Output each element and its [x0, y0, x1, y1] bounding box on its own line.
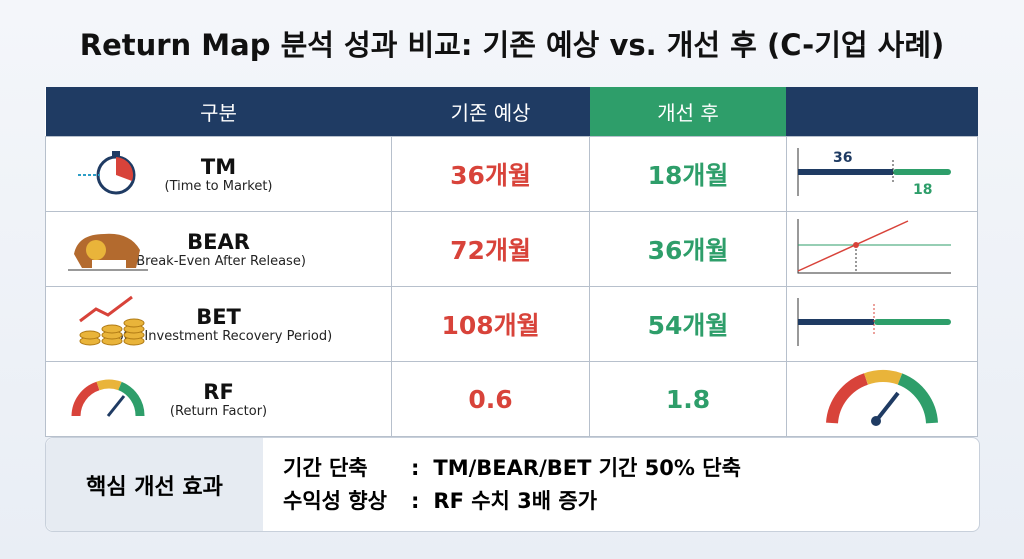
header: 기존 예상 — [391, 87, 590, 137]
row-desc: (Total Investment Recovery Period) — [104, 328, 333, 344]
summary-label: 핵심 개선 효과 — [46, 438, 263, 531]
before: 108개월 — [391, 286, 591, 362]
after: 1.8 — [589, 361, 787, 437]
separator: : — [411, 489, 420, 513]
before: 36개월 — [391, 136, 591, 212]
cell: TM (Time to Market) — [44, 136, 393, 212]
gauge — [825, 370, 938, 426]
item-label: 기간 단축 — [283, 456, 368, 480]
line-chart — [797, 219, 951, 274]
chart-label: 18 — [913, 182, 932, 198]
item-text: RF 수치 3배 증가 — [433, 489, 598, 513]
after: 36개월 — [589, 211, 787, 287]
title: Return Map 분석 성과 비교: 기존 예상 vs. 개선 후 (C-기… — [79, 28, 945, 62]
summary-item: 수익성 향상: RF 수치 3배 증가 — [283, 485, 741, 518]
row-desc: (Return Factor) — [169, 403, 268, 419]
chart-label: 36 — [833, 150, 852, 166]
header — [786, 87, 978, 137]
gauge-icon — [71, 379, 145, 417]
bear-icon — [68, 233, 148, 271]
mini-chart: 36 18 — [785, 136, 979, 212]
stopwatch-icon — [78, 151, 136, 195]
row-name: BET — [196, 304, 241, 329]
after: 18개월 — [589, 136, 787, 212]
summary-items: 기간 단축: TM/BEAR/BET 기간 50% 단축 수익성 향상: RF 수치… — [263, 438, 761, 531]
comparison-table: 구분 기존 예상 개선 후 TM (Time to Market) 36개월 18… — [44, 87, 979, 437]
mini-chart — [785, 361, 979, 437]
cell: BEAR (Break-Even After Release) — [44, 211, 393, 287]
bar-chart — [797, 298, 951, 346]
bar-chart: 36 18 — [797, 148, 951, 198]
before: 0.6 — [391, 361, 591, 437]
separator: : — [411, 456, 420, 480]
after: 54개월 — [589, 286, 787, 362]
header: 구분 — [45, 87, 392, 137]
cell: BET (Total Investment Recovery Period) — [44, 286, 393, 362]
coins-icon — [79, 295, 145, 346]
summary-item: 기간 단축: TM/BEAR/BET 기간 50% 단축 — [283, 452, 741, 485]
header: 개선 후 — [589, 87, 787, 137]
row-name: TM — [200, 154, 237, 179]
cell: RF (Return Factor) — [44, 361, 393, 437]
item-text: TM/BEAR/BET 기간 50% 단축 — [433, 456, 741, 480]
row-name: RF — [203, 379, 234, 404]
row-desc: (Time to Market) — [164, 178, 273, 194]
summary: 핵심 개선 효과 기간 단축: TM/BEAR/BET 기간 50% 단축 수익성… — [45, 437, 980, 532]
mini-chart — [785, 211, 979, 287]
before: 72개월 — [391, 211, 591, 287]
row-desc: (Break-Even After Release) — [131, 253, 306, 269]
row-name: BEAR — [187, 229, 250, 254]
item-label: 수익성 향상 — [283, 489, 387, 513]
mini-chart — [785, 286, 979, 362]
